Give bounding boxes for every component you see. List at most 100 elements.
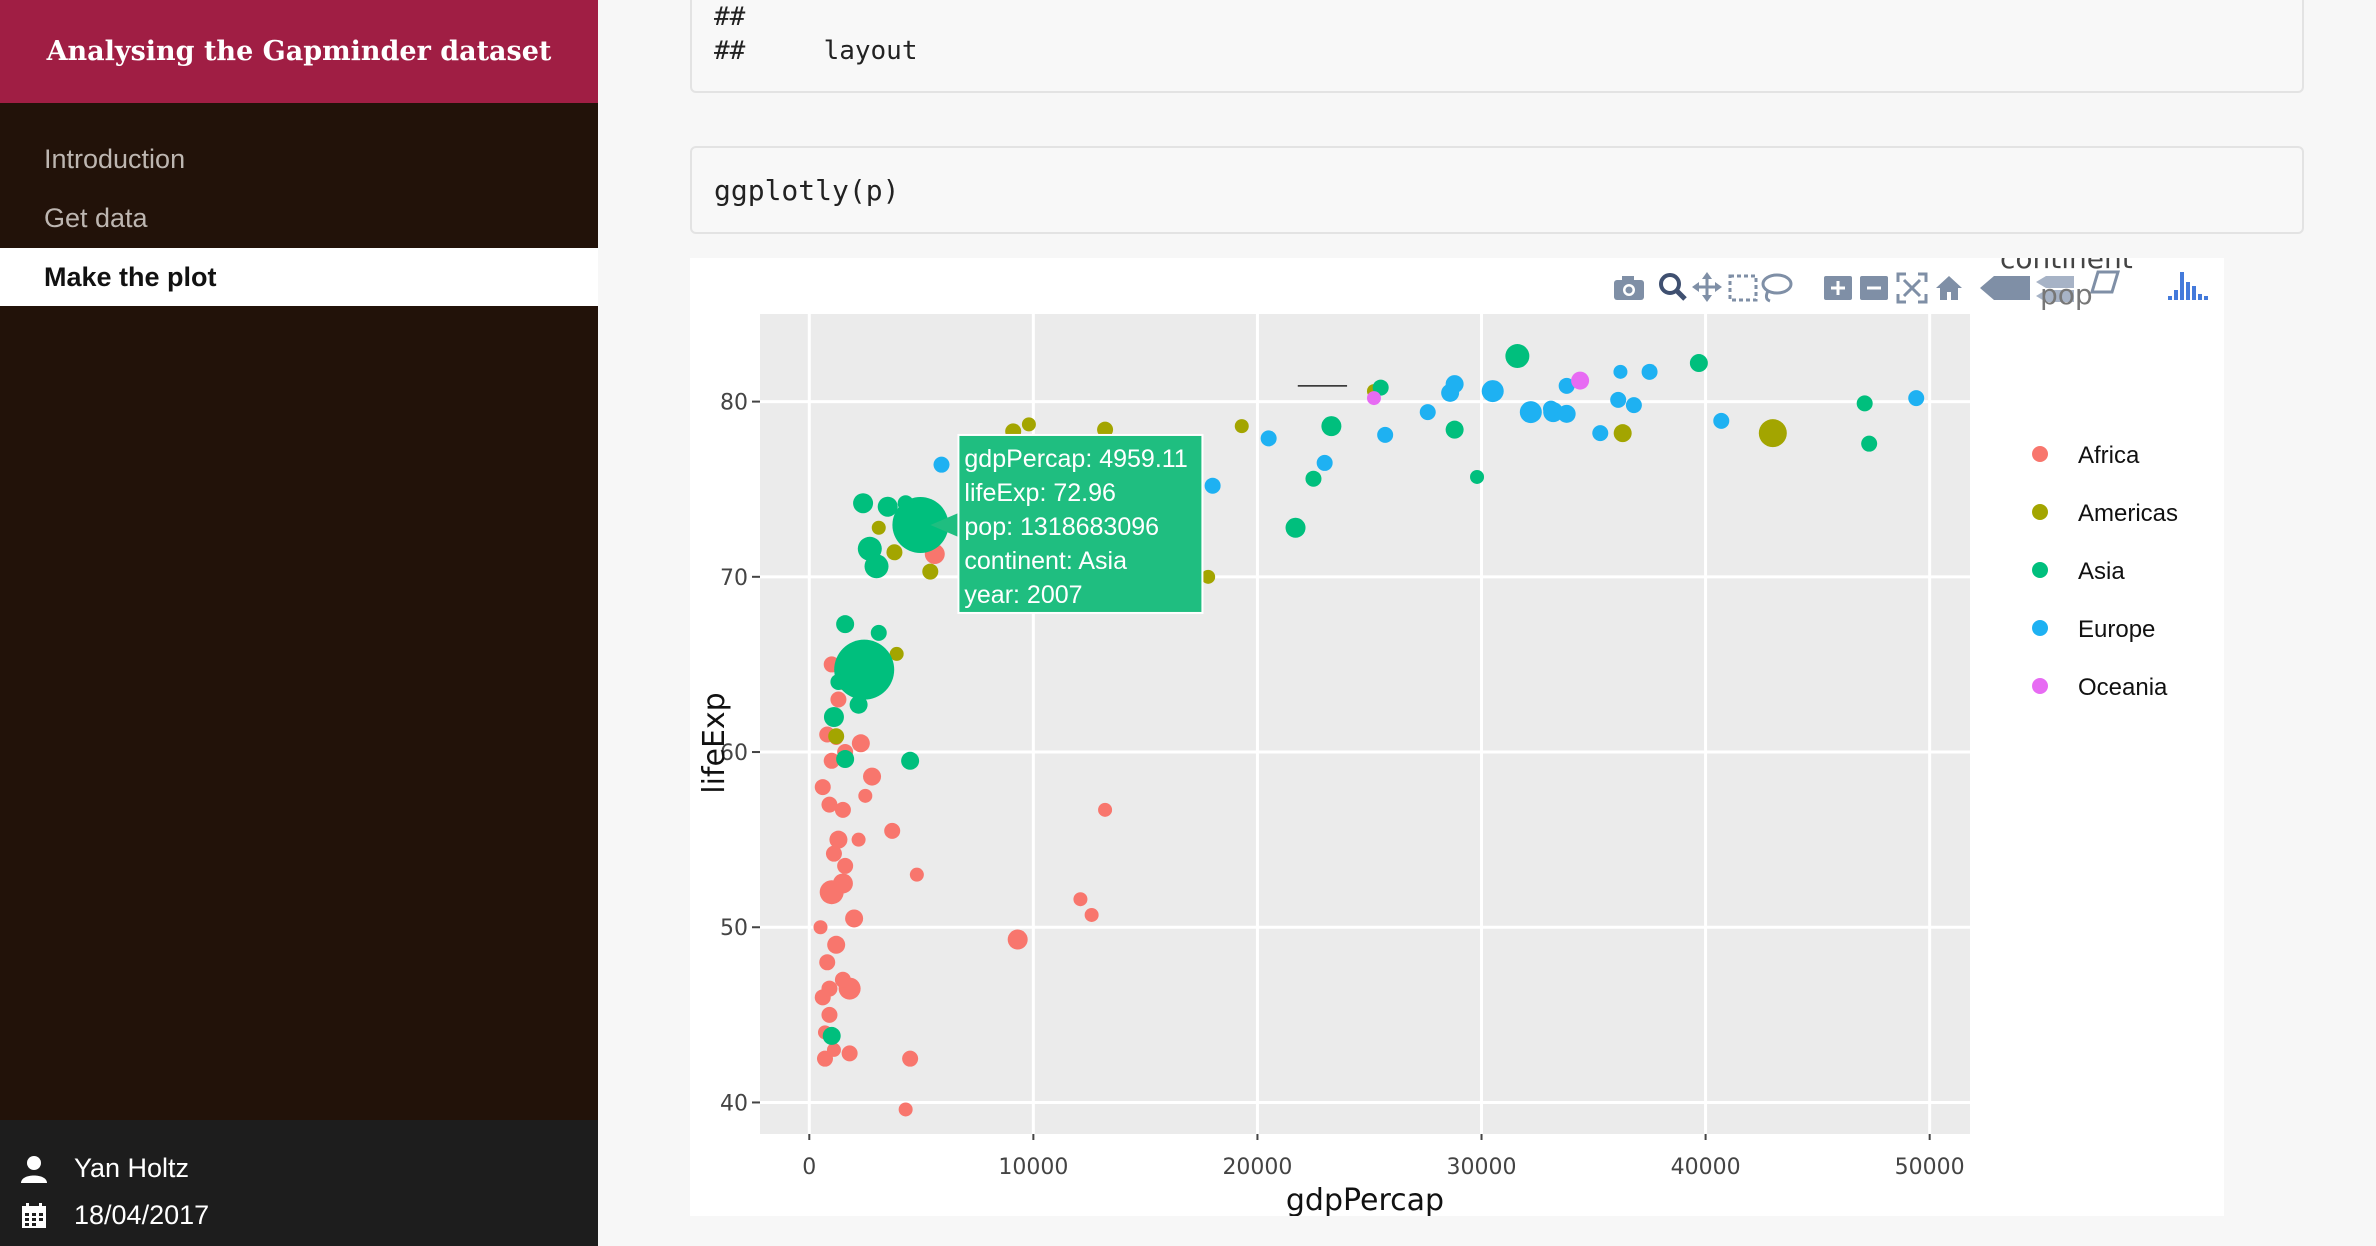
data-point[interactable]: [1481, 380, 1504, 403]
legend-item-oceania[interactable]: Oceania: [2032, 674, 2168, 701]
data-point[interactable]: [1557, 404, 1576, 423]
spike-icon[interactable]: [1980, 276, 2030, 300]
data-point[interactable]: [877, 496, 898, 517]
data-point[interactable]: [853, 493, 874, 514]
data-point[interactable]: [825, 845, 842, 862]
data-point[interactable]: [864, 554, 889, 579]
data-point[interactable]: [1321, 416, 1342, 437]
data-point[interactable]: [830, 673, 847, 690]
data-point[interactable]: [1470, 469, 1485, 484]
data-point[interactable]: [1366, 391, 1381, 406]
data-point[interactable]: [1625, 397, 1642, 414]
data-point[interactable]: [1641, 363, 1658, 380]
data-point[interactable]: [898, 1102, 913, 1117]
data-point[interactable]: [851, 832, 866, 847]
legend-item-americas[interactable]: Americas: [2032, 500, 2178, 527]
data-point[interactable]: [901, 751, 920, 770]
data-point[interactable]: [1084, 907, 1099, 922]
data-point[interactable]: [1007, 929, 1028, 950]
data-point[interactable]: [821, 796, 838, 813]
data-point[interactable]: [1305, 470, 1322, 487]
data-point[interactable]: [837, 857, 854, 874]
data-point[interactable]: [1372, 379, 1389, 396]
data-point[interactable]: [851, 734, 870, 753]
data-point[interactable]: [1758, 419, 1787, 448]
data-point[interactable]: [1610, 391, 1627, 408]
data-point[interactable]: [1542, 400, 1559, 417]
legend[interactable]: Africa Americas Asia Europe Oceania: [2032, 442, 2178, 701]
data-point[interactable]: [841, 1045, 858, 1062]
data-point[interactable]: [1861, 435, 1878, 452]
data-point[interactable]: [1689, 354, 1708, 373]
data-point[interactable]: [1098, 802, 1113, 817]
camera-icon[interactable]: [1614, 276, 1644, 300]
lasso-icon[interactable]: [1761, 273, 1793, 303]
data-point[interactable]: [827, 935, 846, 954]
data-point[interactable]: [813, 920, 828, 935]
legend-item-africa[interactable]: Africa: [2032, 442, 2140, 469]
data-point[interactable]: [889, 646, 904, 661]
data-point[interactable]: [1201, 569, 1216, 584]
nav-item-make-the-plot[interactable]: Make the plot: [0, 248, 598, 306]
data-point[interactable]: [1505, 344, 1530, 369]
data-point[interactable]: [1419, 404, 1436, 421]
data-point[interactable]: [814, 779, 831, 796]
data-point[interactable]: [902, 1050, 919, 1067]
reset-axes-icon[interactable]: [1936, 276, 1962, 300]
data-point[interactable]: [897, 495, 914, 512]
legend-item-europe[interactable]: Europe: [2032, 616, 2155, 643]
data-point[interactable]: [1519, 401, 1542, 424]
zoom-out-icon[interactable]: [1860, 276, 1888, 300]
hover-compare-icon[interactable]: [2036, 276, 2074, 302]
data-point[interactable]: [886, 544, 903, 561]
autoscale-icon[interactable]: [1896, 272, 1928, 304]
data-point[interactable]: [1908, 390, 1925, 407]
data-point[interactable]: [822, 1026, 841, 1045]
data-point[interactable]: [828, 728, 845, 745]
data-point[interactable]: [1234, 419, 1249, 434]
data-point[interactable]: [816, 1050, 833, 1067]
series-oceania[interactable]: [1366, 371, 1590, 406]
data-point[interactable]: [823, 752, 840, 769]
data-point[interactable]: [1097, 421, 1114, 438]
data-point[interactable]: [871, 520, 886, 535]
data-point[interactable]: [1377, 426, 1394, 443]
data-point[interactable]: [909, 867, 924, 882]
pan-icon[interactable]: [1692, 272, 1722, 302]
data-point[interactable]: [858, 788, 873, 803]
data-point[interactable]: [823, 706, 844, 727]
nav-item-get-data[interactable]: Get data: [44, 202, 148, 233]
data-point[interactable]: [1073, 892, 1088, 907]
nav-item-introduction[interactable]: Introduction: [44, 143, 186, 174]
data-point[interactable]: [1285, 517, 1306, 538]
plotly-logo-icon[interactable]: [2168, 272, 2208, 300]
data-point[interactable]: [849, 695, 868, 714]
data-point[interactable]: [836, 615, 855, 634]
hover-closest-icon[interactable]: [2089, 270, 2121, 294]
data-point[interactable]: [1558, 377, 1575, 394]
data-point[interactable]: [845, 909, 864, 928]
data-point[interactable]: [1613, 424, 1632, 443]
data-point[interactable]: [1613, 364, 1628, 379]
zoom-in-icon[interactable]: [1824, 276, 1852, 300]
site-title[interactable]: Analysing the Gapminder dataset: [46, 36, 552, 67]
data-point[interactable]: [1260, 430, 1277, 447]
data-point[interactable]: [1316, 454, 1333, 471]
data-point[interactable]: [836, 750, 855, 769]
data-point[interactable]: [829, 830, 848, 849]
data-point[interactable]: [834, 639, 895, 700]
data-point[interactable]: [863, 767, 882, 786]
data-point[interactable]: [834, 801, 851, 818]
data-point[interactable]: [933, 456, 950, 473]
data-point[interactable]: [1021, 417, 1036, 432]
data-point[interactable]: [884, 822, 901, 839]
data-point[interactable]: [834, 971, 851, 988]
data-point[interactable]: [1445, 375, 1464, 394]
data-point[interactable]: [1571, 371, 1590, 390]
data-point[interactable]: [922, 563, 939, 580]
data-point[interactable]: [870, 624, 887, 641]
series-asia[interactable]: [822, 344, 1878, 1045]
data-point[interactable]: [819, 954, 836, 971]
zoom-icon[interactable]: [1659, 273, 1687, 301]
data-point[interactable]: [1204, 477, 1221, 494]
